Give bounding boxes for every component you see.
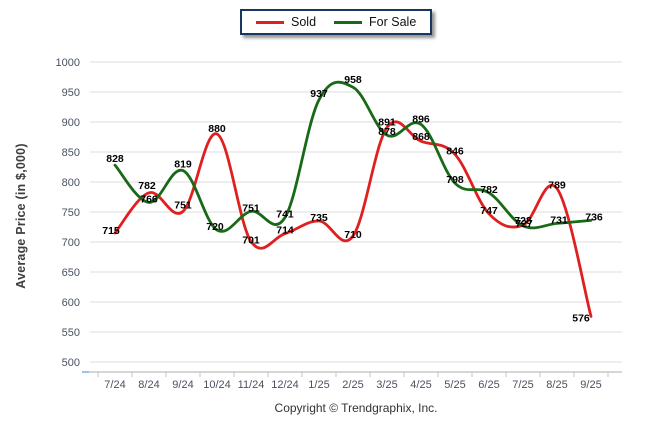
svg-text:891: 891 bbox=[378, 116, 396, 128]
svg-text:700: 700 bbox=[62, 237, 80, 249]
svg-text:846: 846 bbox=[446, 145, 464, 157]
legend-item-sold: Sold bbox=[256, 15, 316, 29]
svg-text:1000: 1000 bbox=[56, 57, 80, 69]
svg-text:937: 937 bbox=[310, 88, 328, 100]
svg-text:12/24: 12/24 bbox=[271, 379, 299, 391]
svg-text:819: 819 bbox=[174, 159, 192, 171]
svg-text:958: 958 bbox=[344, 74, 362, 86]
svg-text:741: 741 bbox=[276, 208, 294, 220]
svg-text:11/24: 11/24 bbox=[238, 379, 265, 391]
svg-text:500: 500 bbox=[62, 357, 80, 369]
svg-text:714: 714 bbox=[276, 225, 294, 237]
svg-text:727: 727 bbox=[515, 218, 533, 230]
svg-text:4/25: 4/25 bbox=[410, 379, 431, 391]
sold-data-labels: 7157827518807017147357108918688467477287… bbox=[102, 116, 590, 324]
svg-text:735: 735 bbox=[310, 212, 328, 224]
svg-text:828: 828 bbox=[106, 153, 124, 165]
svg-text:736: 736 bbox=[585, 211, 603, 223]
chart-legend: Sold For Sale bbox=[240, 9, 433, 35]
svg-text:868: 868 bbox=[412, 131, 430, 143]
svg-text:720: 720 bbox=[206, 221, 224, 233]
y-tick-labels: 500 550 600 650 700 750 800 850 900 950 1000 bbox=[56, 57, 80, 369]
svg-text:6/25: 6/25 bbox=[478, 379, 499, 391]
sold-line-swatch-icon bbox=[256, 20, 284, 24]
x-axis bbox=[82, 371, 622, 377]
svg-text:880: 880 bbox=[208, 123, 226, 135]
svg-text:5/25: 5/25 bbox=[444, 379, 465, 391]
svg-text:8/24: 8/24 bbox=[138, 379, 159, 391]
svg-text:750: 750 bbox=[62, 207, 80, 219]
svg-text:731: 731 bbox=[550, 214, 568, 226]
for-sale-line-series bbox=[113, 80, 593, 233]
gridlines bbox=[90, 61, 622, 363]
svg-text:1/25: 1/25 bbox=[308, 379, 329, 391]
svg-text:8/25: 8/25 bbox=[546, 379, 567, 391]
svg-text:7/24: 7/24 bbox=[104, 379, 125, 391]
x-tick-labels: 7/24 8/24 9/24 10/24 11/24 12/24 1/25 2/25 3/25 4… bbox=[104, 379, 601, 391]
svg-text:728: 728 bbox=[514, 215, 532, 227]
svg-text:9/25: 9/25 bbox=[580, 379, 601, 391]
svg-text:900: 900 bbox=[62, 117, 80, 129]
svg-text:850: 850 bbox=[62, 147, 80, 159]
svg-text:701: 701 bbox=[242, 234, 260, 246]
legend-label-sold: Sold bbox=[291, 15, 317, 29]
legend-label-for-sale: For Sale bbox=[369, 15, 417, 29]
svg-text:878: 878 bbox=[378, 126, 396, 138]
svg-text:789: 789 bbox=[548, 180, 566, 192]
svg-text:747: 747 bbox=[480, 205, 498, 217]
svg-text:550: 550 bbox=[62, 327, 80, 339]
svg-text:751: 751 bbox=[174, 199, 192, 211]
svg-text:950: 950 bbox=[62, 87, 80, 99]
svg-text:10/24: 10/24 bbox=[203, 379, 231, 391]
legend-item-for-sale: For Sale bbox=[334, 15, 416, 29]
svg-text:3/25: 3/25 bbox=[376, 379, 397, 391]
svg-text:896: 896 bbox=[412, 113, 430, 125]
svg-text:2/25: 2/25 bbox=[342, 379, 363, 391]
for-sale-line-swatch-icon bbox=[334, 20, 363, 24]
svg-text:600: 600 bbox=[62, 297, 80, 309]
svg-text:9/24: 9/24 bbox=[172, 379, 193, 391]
copyright-text: Copyright © Trendgraphix, Inc. bbox=[274, 401, 438, 415]
svg-text:782: 782 bbox=[480, 184, 498, 196]
svg-text:751: 751 bbox=[242, 202, 260, 214]
svg-text:798: 798 bbox=[446, 174, 464, 186]
svg-text:576: 576 bbox=[572, 312, 590, 324]
svg-text:710: 710 bbox=[344, 229, 362, 241]
svg-text:766: 766 bbox=[140, 193, 158, 205]
svg-text:7/25: 7/25 bbox=[512, 379, 533, 391]
svg-text:782: 782 bbox=[138, 180, 156, 192]
svg-text:715: 715 bbox=[102, 225, 120, 237]
svg-text:650: 650 bbox=[62, 267, 80, 279]
svg-text:800: 800 bbox=[62, 177, 80, 189]
